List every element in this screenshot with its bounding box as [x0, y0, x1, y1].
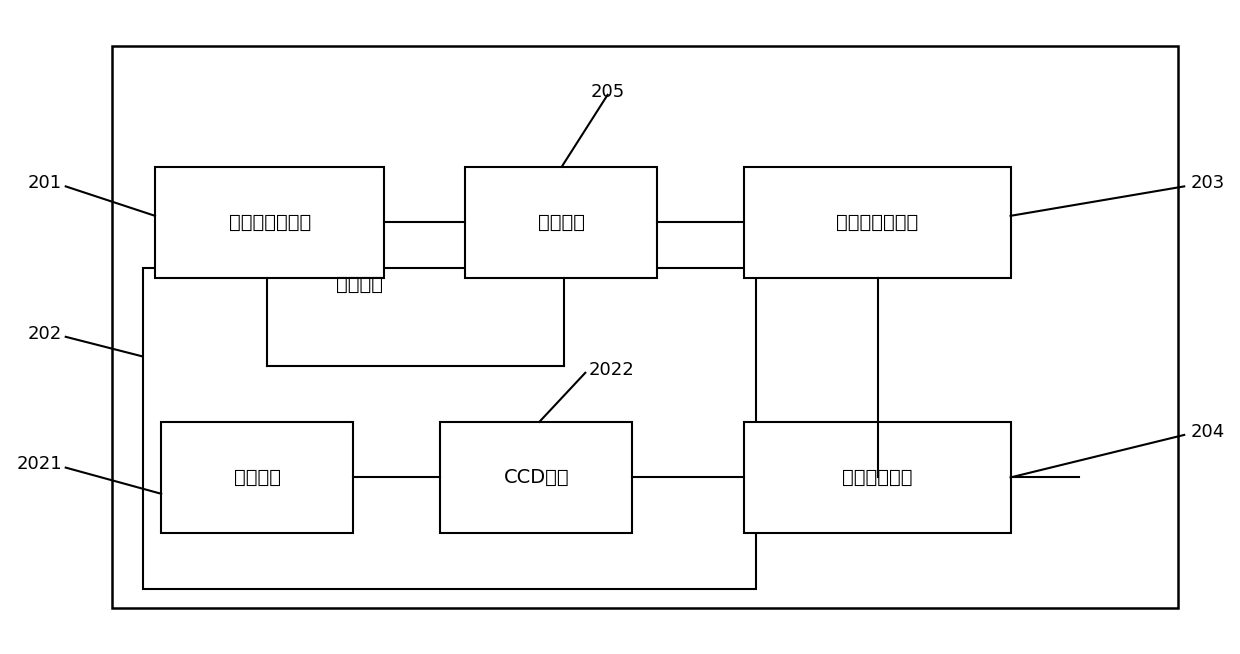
Text: 错位装置: 错位装置: [234, 468, 280, 487]
Text: 204: 204: [1190, 422, 1225, 441]
Text: 202: 202: [27, 324, 62, 343]
Text: 热激励光源设备: 热激励光源设备: [836, 213, 919, 232]
Bar: [112, 46, 1178, 608]
Text: 数据处理设备: 数据处理设备: [842, 468, 913, 487]
Text: 触发设备: 触发设备: [538, 213, 584, 232]
Bar: [744, 422, 1011, 533]
Bar: [440, 422, 632, 533]
Text: 201: 201: [27, 174, 62, 192]
Text: 205: 205: [590, 82, 625, 101]
Text: 激光器阵列设备: 激光器阵列设备: [228, 213, 311, 232]
Text: 2021: 2021: [16, 455, 62, 473]
Text: 成像设备: 成像设备: [336, 275, 383, 294]
Bar: [465, 167, 657, 278]
Text: CCD相机: CCD相机: [503, 468, 569, 487]
Bar: [744, 167, 1011, 278]
Bar: [155, 167, 384, 278]
Text: 2022: 2022: [589, 360, 635, 379]
Text: 203: 203: [1190, 174, 1225, 192]
Bar: [143, 268, 756, 589]
Bar: [161, 422, 353, 533]
